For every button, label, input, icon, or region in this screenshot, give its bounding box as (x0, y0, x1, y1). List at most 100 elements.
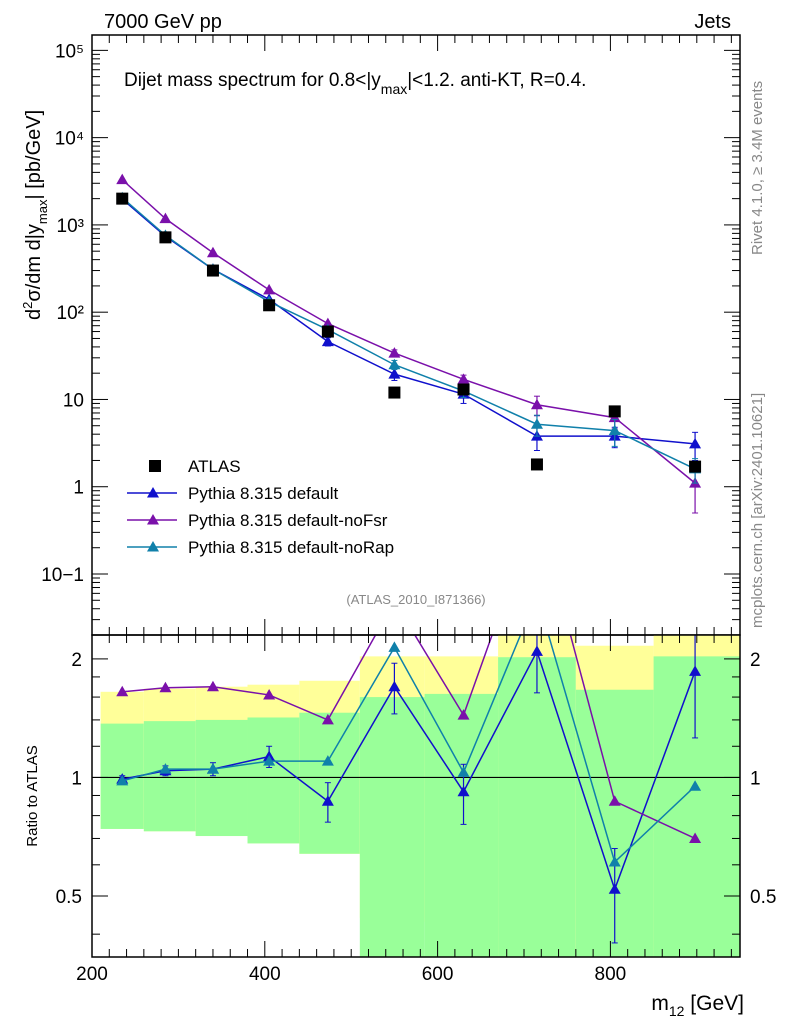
legend-marker-atlas (149, 460, 161, 472)
ratio-point-triangle (263, 688, 276, 700)
data-point-triangle (116, 173, 129, 185)
ratio-xtick-label: 200 (76, 964, 108, 985)
data-point-triangle (608, 424, 621, 436)
data-point-triangle (159, 212, 172, 224)
series-line-pythia-8-315-default-norap (121, 197, 696, 470)
ratio-point-triangle (608, 855, 621, 867)
ylabel-part-units: | [pb/GeV] (23, 110, 45, 200)
ratio-series-group (116, 635, 702, 944)
ratio-xtick-label: 400 (249, 964, 281, 985)
ratio-ytick-label: 1 (71, 768, 82, 789)
ratio-point-triangle (689, 665, 702, 676)
atlas-data-point (116, 192, 129, 205)
main-y-axis-label: d2σ/dm d|ymax| [pb/GeV] (20, 110, 50, 320)
ratio-y-axis-label: Ratio to ATLAS (24, 745, 41, 846)
ratio-band-green (498, 657, 576, 957)
legend-marker-triangle (147, 487, 159, 498)
title-sub: max (381, 81, 407, 97)
ratio-point-triangle (159, 681, 172, 693)
main-ytick-label: 10² (57, 303, 84, 324)
data-point-triangle (321, 317, 334, 329)
ratio-ytick-label-right: 1 (750, 768, 761, 789)
main-ytick-label: 10⁴ (55, 129, 84, 150)
data-point-triangle (321, 335, 334, 347)
x-axis-label: m12 [GeV] (651, 992, 744, 1019)
ratio-line-pythia-8-315-default (122, 649, 696, 892)
main-ytick-label: 10³ (57, 216, 84, 237)
rivet-label: Rivet 4.1.0, ≥ 3.4M events (749, 81, 766, 255)
ratio-point-triangle (321, 713, 334, 725)
ylabel-part-sigma: σ/dm d|y (23, 224, 45, 302)
ratio-point-triangle (263, 755, 276, 766)
data-point-triangle (530, 418, 543, 429)
ratio-point-triangle (206, 680, 219, 692)
atlas-data-point (608, 405, 621, 418)
legend: ATLAS Pythia 8.315 default Pythia 8.315 de… (127, 457, 394, 557)
legend-label: Pythia 8.315 default (188, 484, 339, 503)
ratio-band-green (247, 717, 300, 844)
title-pre: Dijet mass spectrum for 0.8<|y (124, 70, 381, 91)
ratio-point-triangle (608, 795, 621, 806)
ratio-point-triangle (388, 641, 401, 652)
header-right: Jets (694, 11, 731, 33)
data-point-triangle (530, 398, 543, 410)
ratio-line-pythia-8-315-default-norap (122, 635, 696, 864)
legend-label: Pythia 8.315 default-noRap (188, 538, 394, 557)
ratio-point-triangle (689, 780, 702, 791)
mcplots-label: mcplots.cern.ch [arXiv:2401.10621] (749, 393, 766, 628)
ratio-xtick-label: 800 (595, 964, 627, 985)
main-ytick-label: 1 (73, 478, 84, 499)
ratio-point-triangle (530, 645, 543, 656)
atlas-data-point (206, 264, 219, 277)
ylabel-sup-2: 2 (20, 302, 35, 309)
main-ytick-label: 10 (63, 390, 84, 411)
data-point-triangle (206, 246, 219, 258)
data-point-triangle (388, 368, 401, 379)
ratio-ytick-label-right: 0.5 (750, 887, 776, 908)
ratio-point-triangle (116, 774, 129, 786)
legend-marker-triangle (147, 514, 159, 525)
main-ytick-label: 10−1 (41, 565, 84, 586)
ratio-point-triangle (388, 680, 401, 692)
ratio-point-triangle (608, 883, 621, 894)
ylabel-sub-max: max (35, 199, 50, 224)
ratio-ytick-label-right: 2 (750, 650, 761, 671)
data-point-triangle (689, 437, 702, 449)
ratio-point-triangle (321, 755, 334, 766)
legend-label: ATLAS (188, 457, 241, 476)
atlas-data-point (263, 299, 276, 312)
ratio-ytick-label: 2 (71, 650, 82, 671)
header-left: 7000 GeV pp (104, 11, 222, 33)
atlas-data-point (321, 325, 334, 338)
ratio-plot-frame (91, 634, 741, 958)
ratio-ytick-label: 0.5 (56, 887, 82, 908)
analysis-id: (ATLAS_2010_I871366) (346, 592, 485, 607)
ratio-point-triangle (321, 795, 334, 806)
data-point-triangle (457, 373, 470, 384)
main-plot-panel: 10−1 1 10 10² 10³ 10⁴ 10⁵ Dijet mass spectrum … (41, 34, 741, 636)
atlas-data-point (159, 231, 172, 244)
ratio-point-triangle (116, 685, 129, 697)
ratio-band-green (653, 656, 740, 957)
ylabel-part-d: d (23, 309, 45, 320)
legend-label: Pythia 8.315 default-noFsr (188, 511, 388, 530)
atlas-data-point (457, 383, 470, 396)
series-line-pythia-8-315-default-nofsr (121, 179, 696, 484)
ratio-band-green (143, 721, 196, 832)
ratio-point-triangle (457, 766, 470, 777)
atlas-data-point (388, 386, 401, 399)
main-ytick-label: 10⁵ (55, 41, 84, 62)
ratio-line-pythia-8-315-default-nofsr (122, 635, 696, 840)
ratio-point-triangle (457, 709, 470, 720)
atlas-data-point (689, 460, 702, 473)
ratio-band-green (299, 712, 360, 854)
ratio-band-green (359, 697, 425, 957)
main-title: Dijet mass spectrum for 0.8<|ymax|<1.2. … (124, 70, 586, 97)
ratio-band-green (424, 693, 499, 957)
data-point-triangle (388, 358, 401, 370)
ratio-point-triangle (689, 832, 702, 843)
atlas-data-point (530, 458, 543, 471)
ratio-point-triangle (206, 763, 219, 774)
data-point-triangle (388, 347, 401, 358)
